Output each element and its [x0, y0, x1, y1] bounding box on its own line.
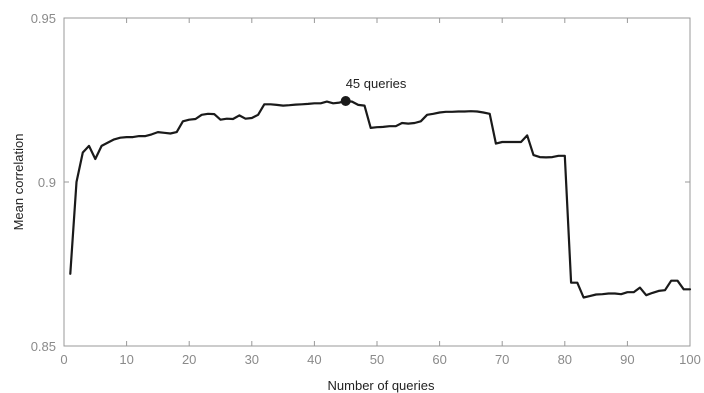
- x-tick-label: 10: [119, 352, 133, 367]
- y-axis-title: Mean correlation: [11, 134, 26, 231]
- x-tick-label: 80: [558, 352, 572, 367]
- series-line: [69, 99, 692, 299]
- x-tick-label: 50: [370, 352, 384, 367]
- x-tick-label: 40: [307, 352, 321, 367]
- y-tick-label: 0.95: [31, 11, 56, 26]
- x-axis-title: Number of queries: [328, 378, 435, 393]
- annotation-label: 45 queries: [346, 76, 407, 91]
- x-tick-label: 100: [679, 352, 701, 367]
- x-tick-label: 90: [620, 352, 634, 367]
- x-tick-label: 30: [245, 352, 259, 367]
- plot-frame: [63, 17, 691, 347]
- x-tick-label: 60: [432, 352, 446, 367]
- x-tick-label: 0: [60, 352, 67, 367]
- x-tick-label: 70: [495, 352, 509, 367]
- y-tick-label: 0.9: [38, 175, 56, 190]
- annotation-marker: [340, 95, 351, 106]
- y-tick-label: 0.85: [31, 339, 56, 354]
- x-tick-label: 20: [182, 352, 196, 367]
